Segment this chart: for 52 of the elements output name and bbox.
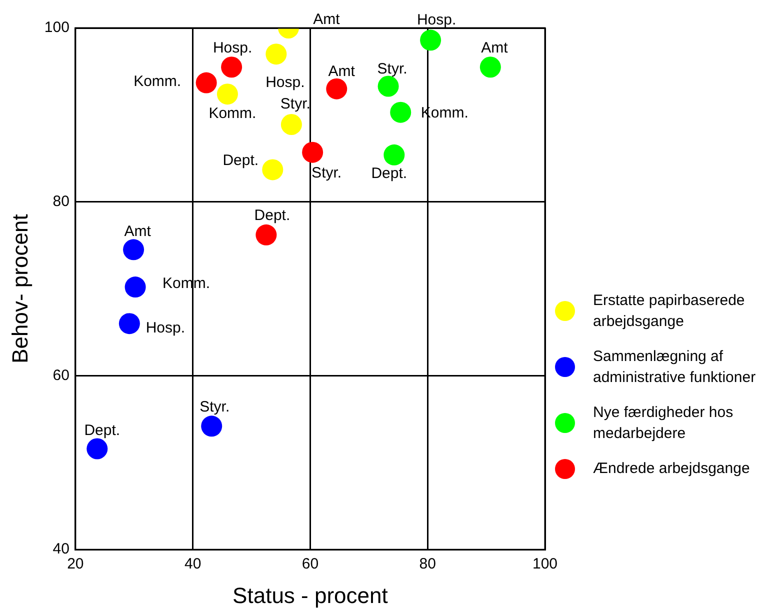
point xyxy=(216,84,238,105)
point xyxy=(196,72,217,94)
annotation: Dept. xyxy=(254,207,290,224)
point xyxy=(302,142,324,163)
annotation: Styr. xyxy=(280,96,310,113)
annotation: Styr. xyxy=(312,164,342,182)
annotation: Amt xyxy=(481,39,509,56)
point xyxy=(420,30,442,51)
point xyxy=(378,76,399,97)
point xyxy=(326,78,348,100)
y-tick-label: 40 xyxy=(52,540,70,558)
x-axis-title: Status - procent xyxy=(232,582,388,608)
annotation: Hosp. xyxy=(212,39,252,56)
legend-label: Ændrede arbejdsgange xyxy=(593,459,750,479)
annotation: Dept. xyxy=(84,422,120,439)
annotation: Styr. xyxy=(200,398,230,416)
point xyxy=(86,438,108,460)
annotation: Komm. xyxy=(208,105,256,122)
y-tick-label: 80 xyxy=(52,193,70,210)
x-tick-label: 100 xyxy=(532,556,558,573)
x-tick-label: 40 xyxy=(184,556,202,573)
y-tick-label: 100 xyxy=(44,19,70,36)
x-tick-label: 60 xyxy=(302,556,319,573)
point xyxy=(266,44,287,65)
point xyxy=(390,102,412,123)
legend-label: Nye færdigheder hos medarbejdere xyxy=(593,403,734,444)
annotation: Styr. xyxy=(377,60,408,78)
legend-label: Erstatte papirbaserede arbejdsgange xyxy=(593,291,746,332)
annotation: Amt xyxy=(328,62,356,80)
point xyxy=(480,56,501,78)
point xyxy=(118,313,140,334)
point xyxy=(262,159,284,180)
point xyxy=(384,144,405,166)
annotation: Dept. xyxy=(371,165,408,182)
annotation: Amt xyxy=(124,222,152,240)
point xyxy=(124,276,146,298)
annotation: Hosp. xyxy=(266,74,305,92)
x-tick-label: 80 xyxy=(419,556,436,573)
annotation: Hosp. xyxy=(416,11,456,28)
y-tick-label: 60 xyxy=(52,366,70,384)
point xyxy=(123,239,144,260)
point xyxy=(256,224,277,246)
y-axis-title: Behov- procent xyxy=(7,214,32,364)
point xyxy=(221,56,242,78)
legend-label: Sammenlægning af administrative funktioner xyxy=(593,347,757,388)
point xyxy=(201,416,222,437)
annotation: Komm. xyxy=(134,72,182,90)
annotation: Dept. xyxy=(222,152,259,169)
x-tick-label: 20 xyxy=(67,556,84,573)
annotation: Hosp. xyxy=(146,320,186,337)
annotation: Amt xyxy=(313,11,341,28)
point xyxy=(280,114,302,135)
